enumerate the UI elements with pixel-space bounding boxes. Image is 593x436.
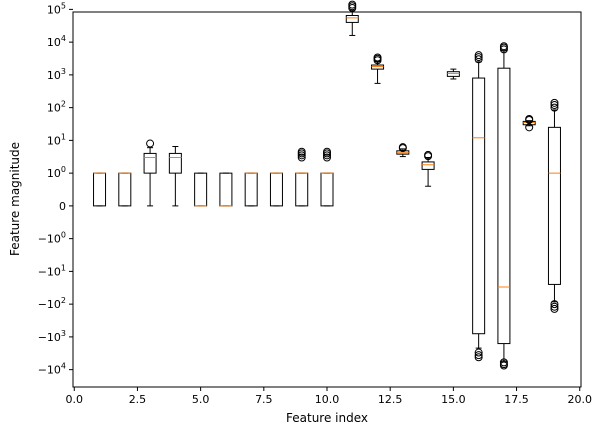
flier-point xyxy=(474,51,483,60)
box-iqr xyxy=(547,126,561,285)
box-3 xyxy=(143,139,157,207)
flier-point xyxy=(525,114,534,123)
y-tick-label: −103 xyxy=(38,329,66,344)
box-7 xyxy=(244,172,258,207)
flier-point xyxy=(474,351,483,360)
flier-point xyxy=(398,143,407,152)
x-axis: 0.0 2.5 5.0 7.5 10.0 12.5 15.0 17.5 20.0 xyxy=(66,387,592,406)
x-tick-label: 10.0 xyxy=(315,393,340,406)
flier-point xyxy=(550,101,559,110)
y-tick-label: 100 xyxy=(47,165,66,180)
flier-point xyxy=(424,150,433,159)
x-tick-label: 20.0 xyxy=(567,393,592,406)
box-2 xyxy=(118,172,132,207)
box-iqr xyxy=(472,77,486,335)
y-tick-label: 104 xyxy=(47,34,66,49)
flier-point xyxy=(550,98,559,107)
y-tick-label: −100 xyxy=(38,231,66,246)
flier-point xyxy=(146,139,155,148)
y-axis-label: Feature magnitude xyxy=(8,142,22,256)
flier-point xyxy=(499,42,508,51)
y-tick-label: 103 xyxy=(47,67,66,82)
flier-point xyxy=(297,147,306,156)
box-4 xyxy=(168,146,182,207)
box-iqr xyxy=(421,161,435,170)
y-axis: 105 104 103 102 101 100 0 −100 −101 −102 −103 −104 xyxy=(38,1,73,377)
box-iqr xyxy=(446,71,460,77)
box-15 xyxy=(446,68,460,80)
x-tick-label: 7.5 xyxy=(255,393,273,406)
y-tick-label: 105 xyxy=(47,1,66,16)
box-12 xyxy=(371,53,385,84)
x-tick-label: 2.5 xyxy=(129,393,147,406)
box-19 xyxy=(547,98,561,313)
box-iqr xyxy=(371,64,385,70)
boxes xyxy=(93,0,561,370)
box-11 xyxy=(345,0,359,36)
y-tick-label: 101 xyxy=(47,132,66,147)
box-1 xyxy=(93,172,107,207)
y-tick-label: 0 xyxy=(59,200,66,213)
x-tick-label: 5.0 xyxy=(192,393,210,406)
flier-point xyxy=(499,361,508,370)
box-10 xyxy=(320,147,334,207)
flier-point xyxy=(550,302,559,311)
flier-point xyxy=(474,353,483,362)
box-17 xyxy=(497,42,511,370)
box-13 xyxy=(396,143,410,158)
box-18 xyxy=(522,114,536,132)
flier-point xyxy=(474,348,483,357)
flier-point xyxy=(373,53,382,62)
y-tick-label: −101 xyxy=(38,263,66,278)
flier-point xyxy=(550,300,559,309)
x-tick-label: 0.0 xyxy=(66,393,84,406)
box-iqr xyxy=(143,152,157,174)
x-tick-label: 12.5 xyxy=(378,393,403,406)
flier-point xyxy=(550,304,559,313)
box-9 xyxy=(295,147,309,207)
flier-point xyxy=(297,153,306,162)
box-iqr xyxy=(345,15,359,23)
plot-area xyxy=(72,11,582,388)
flier-point xyxy=(323,153,331,162)
box-14 xyxy=(421,150,435,187)
flier-point xyxy=(348,0,357,9)
box-16 xyxy=(472,51,486,362)
box-iqr xyxy=(168,152,182,174)
x-tick-label: 17.5 xyxy=(504,393,529,406)
y-tick-label: 102 xyxy=(47,100,66,115)
x-tick-label: 15.0 xyxy=(441,393,466,406)
box-iqr xyxy=(497,67,511,345)
box-5 xyxy=(194,172,208,207)
box-iqr xyxy=(522,120,536,126)
box-6 xyxy=(219,172,233,207)
flier-point xyxy=(474,55,483,64)
y-tick-label: −104 xyxy=(38,362,66,377)
box-8 xyxy=(269,172,283,207)
flier-point xyxy=(323,147,331,156)
y-tick-label: −102 xyxy=(38,296,66,311)
x-axis-label: Feature index xyxy=(286,411,368,425)
flier-point xyxy=(550,103,559,112)
